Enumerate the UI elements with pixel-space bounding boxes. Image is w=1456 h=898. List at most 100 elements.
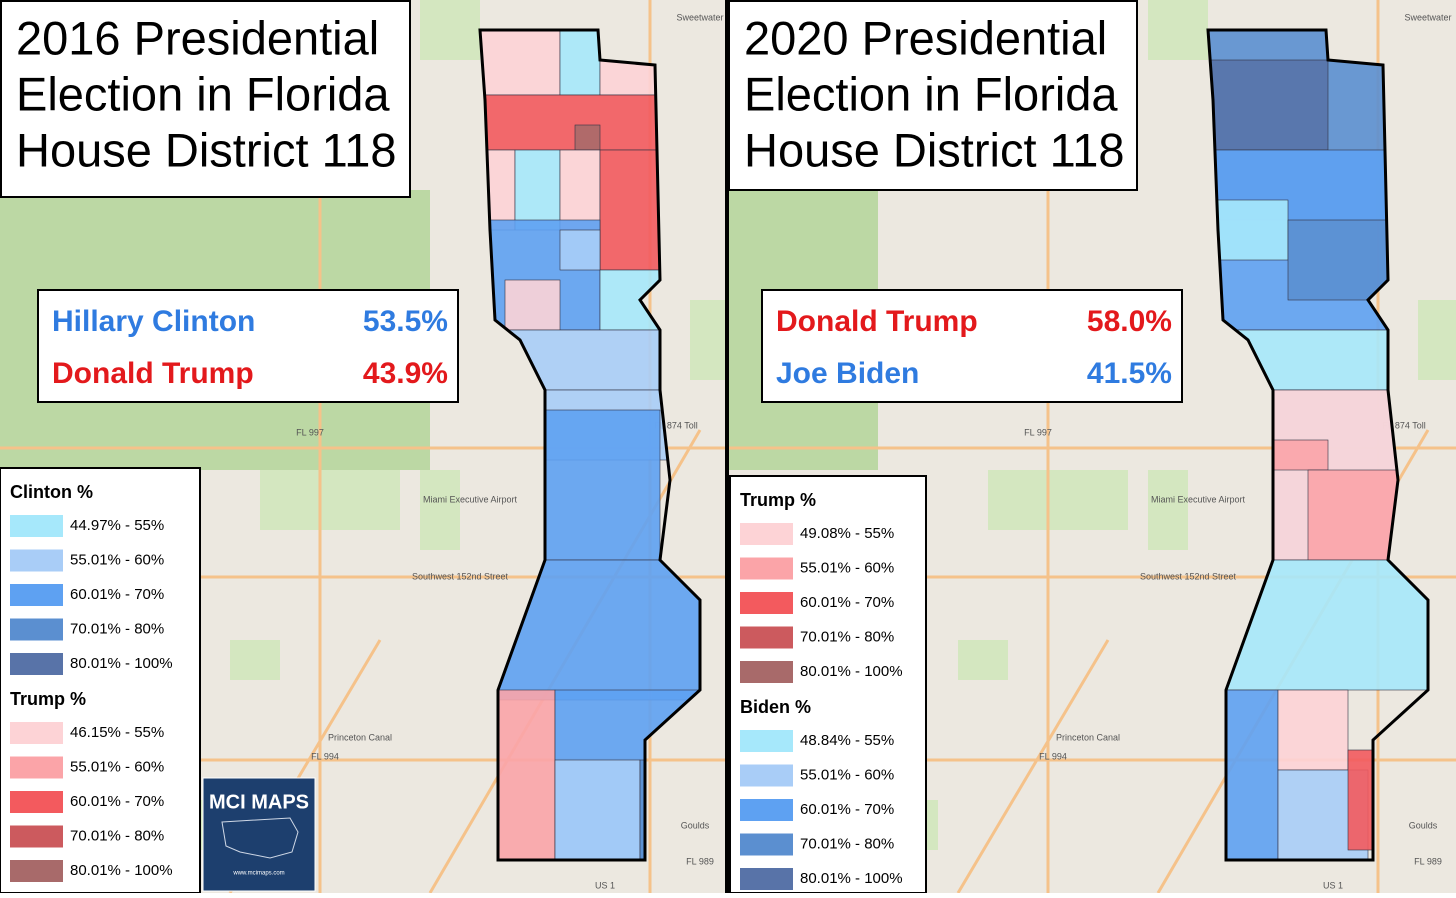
map-label: FL 989 — [686, 856, 714, 866]
legend-swatch — [10, 549, 63, 572]
precinct — [1267, 439, 1329, 471]
legend-title: Clinton % — [10, 482, 93, 502]
legend-label: 70.01% - 80% — [70, 620, 164, 637]
legend-swatch — [10, 756, 63, 779]
logo: MCI MAPS www.mcimaps.com — [202, 777, 316, 892]
logo-box — [202, 777, 316, 892]
legend-label: 48.84% - 55% — [800, 732, 894, 749]
candidate-share: 58.0% — [1087, 305, 1172, 338]
legend-swatch — [740, 833, 793, 856]
candidate-name: Joe Biden — [776, 357, 919, 390]
legend-box — [0, 467, 201, 894]
legend-swatch — [740, 764, 793, 787]
legend-swatch — [10, 653, 63, 675]
park — [230, 640, 280, 680]
map-label: Miami Executive Airport — [1151, 494, 1246, 504]
legend-title: Trump % — [10, 689, 86, 709]
legend-label: 49.08% - 55% — [800, 525, 894, 542]
park — [1148, 470, 1188, 550]
results-box — [37, 289, 459, 403]
precinct — [1208, 59, 1329, 151]
legend-swatch — [740, 661, 793, 683]
legend-swatch — [10, 515, 63, 537]
title-line: House District 118 — [744, 123, 1125, 176]
park — [690, 300, 728, 380]
precinct — [554, 759, 641, 860]
legend-label: 70.01% - 80% — [70, 827, 164, 844]
map-label: FL 997 — [1024, 427, 1052, 437]
legend-label: 80.01% - 100% — [70, 862, 173, 879]
legend-swatch — [740, 523, 793, 545]
legend-label: 44.97% - 55% — [70, 517, 164, 534]
legend-label: 60.01% - 70% — [800, 594, 894, 611]
legend-swatch — [740, 799, 793, 821]
park — [988, 470, 1128, 530]
legend-label: 55.01% - 60% — [70, 758, 164, 775]
map-label: FL 874 Toll — [1382, 420, 1426, 430]
map-label: Southwest 152nd Street — [1140, 571, 1237, 581]
candidate-name: Hillary Clinton — [52, 305, 255, 338]
logo-url: www.mcimaps.com — [232, 871, 284, 877]
legend-swatch — [10, 825, 63, 848]
district-outline — [1206, 28, 1430, 862]
precinct — [1208, 199, 1289, 261]
legend-label: 55.01% - 60% — [800, 559, 894, 576]
map-label: FL 994 — [311, 751, 339, 761]
legend-label: 70.01% - 80% — [800, 835, 894, 852]
precinct — [559, 149, 601, 231]
map-panel: Sweetwater FL 874 Toll FL 997 FL 994 Goulds U… — [0, 0, 728, 894]
legend-label: 80.01% - 100% — [800, 870, 903, 887]
map-label: Princeton Canal — [328, 732, 392, 742]
precinct — [480, 30, 561, 96]
legend-label: 70.01% - 80% — [800, 628, 894, 645]
precinct — [504, 279, 561, 331]
legend-label: 60.01% - 70% — [800, 801, 894, 818]
map-label: Southwest 152nd Street — [412, 571, 509, 581]
park — [420, 470, 460, 550]
candidate-share: 53.5% — [363, 305, 448, 338]
legend-label: 55.01% - 60% — [70, 551, 164, 568]
title-line: 2016 Presidential — [16, 11, 379, 64]
legend-title: Trump % — [740, 490, 816, 510]
title-line: Election in Florida — [744, 67, 1118, 120]
title-box — [0, 0, 411, 198]
legend-label: 80.01% - 100% — [70, 655, 173, 672]
precinct — [559, 229, 601, 271]
legend-label: 60.01% - 70% — [70, 793, 164, 810]
legend-swatch — [10, 618, 63, 641]
results-box — [761, 289, 1183, 403]
title-line: 2020 Presidential — [744, 11, 1107, 64]
title-line: Election in Florida — [16, 67, 390, 120]
candidate-name: Donald Trump — [52, 357, 254, 390]
map-label: FL 874 Toll — [654, 420, 698, 430]
legend-box — [729, 475, 927, 894]
logo-title: MCI MAPS — [209, 791, 309, 813]
map-label: Princeton Canal — [1056, 732, 1120, 742]
map-label: FL 989 — [1414, 856, 1442, 866]
map-label: US 1 — [595, 880, 615, 890]
legend-label: 55.01% - 60% — [800, 766, 894, 783]
park — [420, 0, 480, 60]
map-label: Sweetwater — [1404, 12, 1451, 22]
district-outline — [478, 28, 702, 862]
legend-swatch — [740, 592, 793, 614]
precinct — [480, 94, 671, 151]
map-label: FL 997 — [296, 427, 324, 437]
legend-label: 60.01% - 70% — [70, 586, 164, 603]
legend-swatch — [10, 860, 63, 882]
park — [1148, 0, 1208, 60]
map-label: Goulds — [681, 820, 710, 830]
legend-label: 46.15% - 55% — [70, 724, 164, 741]
map-label: Sweetwater — [676, 12, 723, 22]
park — [1418, 300, 1456, 380]
legend-swatch — [740, 557, 793, 580]
candidate-share: 43.9% — [363, 357, 448, 390]
candidate-share: 41.5% — [1087, 357, 1172, 390]
legend-label: 80.01% - 100% — [800, 663, 903, 680]
road — [956, 639, 1110, 894]
candidate-name: Donald Trump — [776, 305, 978, 338]
park — [260, 470, 400, 530]
divider — [725, 0, 729, 893]
precinct — [514, 149, 561, 231]
